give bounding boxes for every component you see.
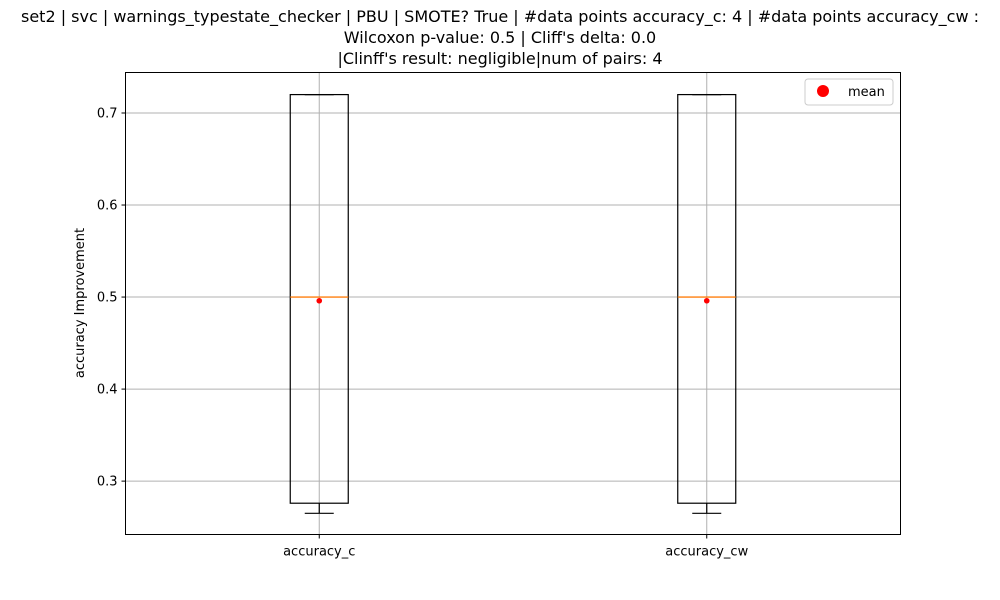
- legend-mean-label: mean: [848, 85, 885, 100]
- grid-layer: [125, 72, 901, 535]
- x-tick-label: accuracy_cw: [665, 545, 748, 560]
- y-axis-label: accuracy Improvement: [73, 228, 88, 378]
- y-tick-label: 0.6: [97, 199, 118, 214]
- chart-title-line-3: |Clinff's result: negligible|num of pair…: [337, 49, 662, 68]
- plot-frame: [125, 72, 901, 535]
- y-tick-label: 0.4: [97, 383, 118, 398]
- y-axis-ticks: 0.3 0.4 0.5 0.6 0.7: [97, 106, 126, 490]
- mean-marker: [316, 297, 323, 304]
- y-tick-label: 0.3: [97, 475, 118, 490]
- chart-title-line-1: set2 | svc | warnings_typestate_checker …: [21, 7, 979, 27]
- chart-title-line-2: Wilcoxon p-value: 0.5 | Cliff's delta: 0…: [344, 28, 656, 47]
- y-tick-label: 0.5: [97, 291, 118, 306]
- x-tick-label: accuracy_c: [283, 545, 355, 560]
- y-tick-label: 0.7: [97, 106, 118, 121]
- mean-marker: [703, 297, 710, 304]
- x-axis-ticks: accuracy_c accuracy_cw: [283, 534, 749, 560]
- legend: mean: [804, 78, 894, 106]
- legend-frame: [804, 78, 894, 106]
- legend-mean-marker: [817, 85, 829, 97]
- box-layer: [289, 93, 737, 514]
